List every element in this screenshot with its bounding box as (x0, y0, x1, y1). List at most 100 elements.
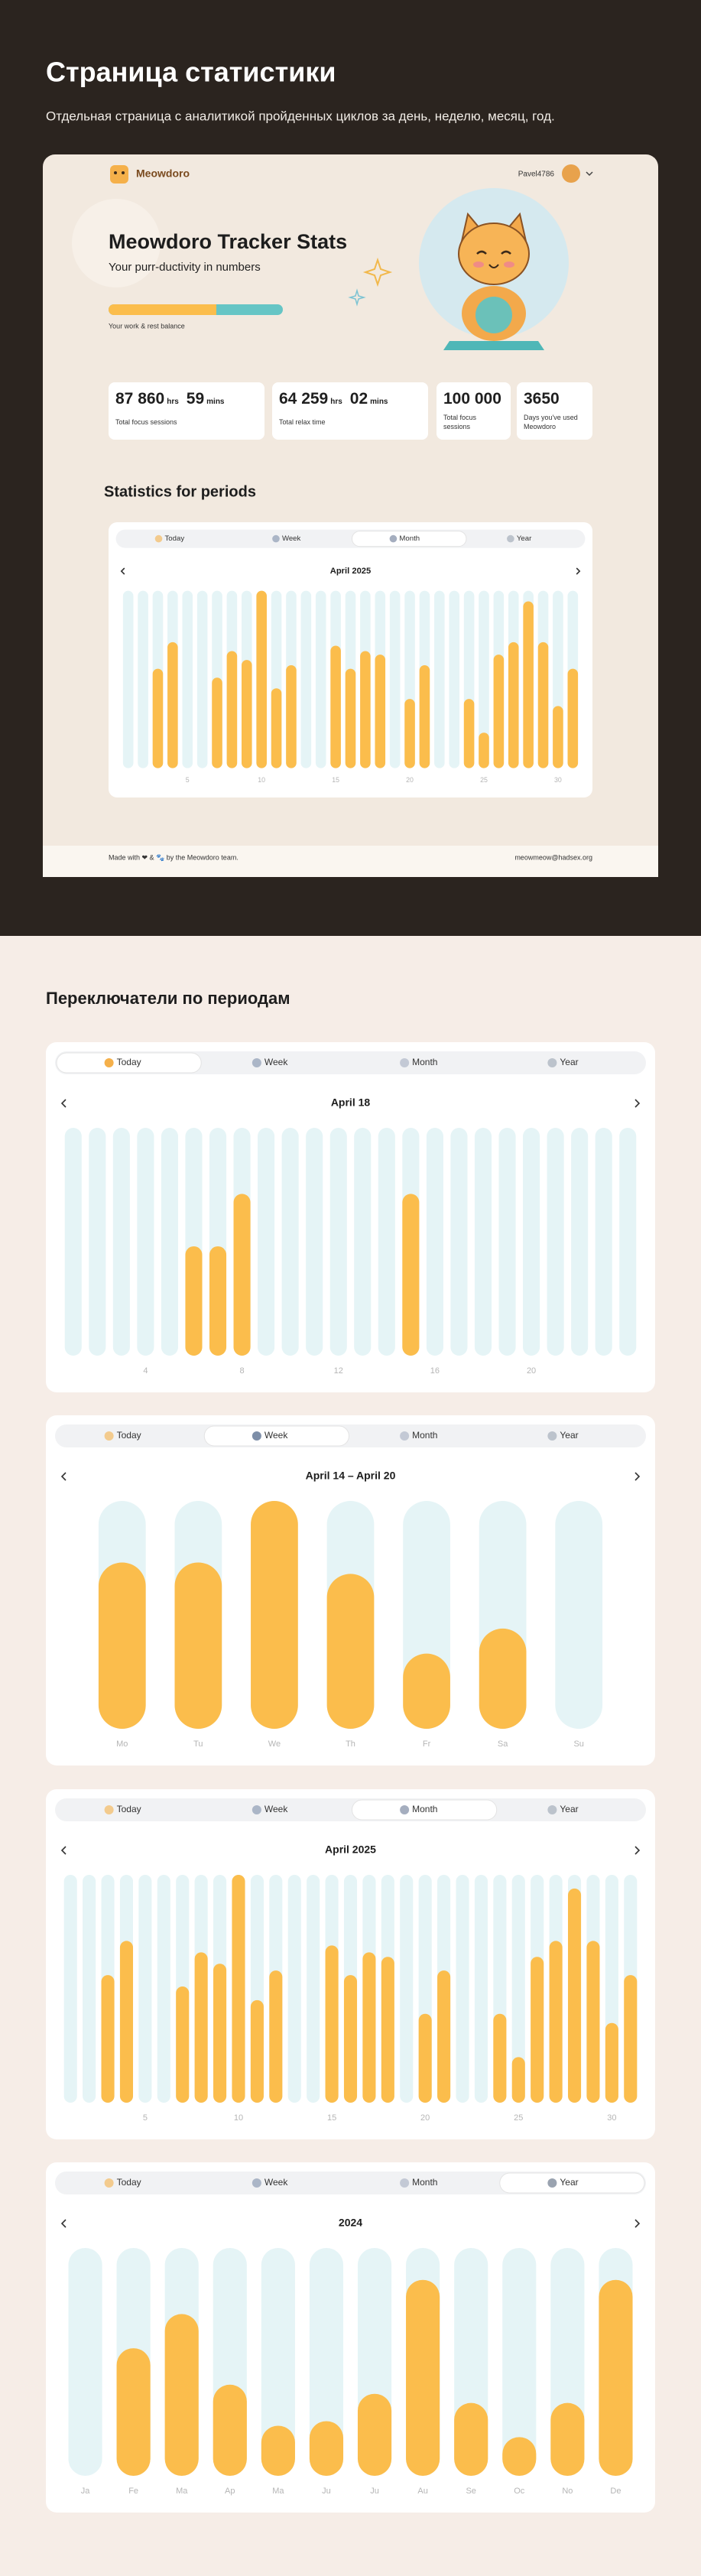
x-tick-label: Ma (272, 2487, 284, 2496)
bar (209, 1246, 227, 1356)
tab-label[interactable]: Month (412, 1057, 437, 1067)
nav-next[interactable] (634, 1099, 641, 1108)
tab-label[interactable]: Year (517, 534, 532, 543)
x-tick-label: 15 (332, 776, 339, 784)
page-title: Страница статистики (46, 57, 336, 88)
nav-next[interactable] (634, 2219, 641, 2228)
tab-label[interactable]: Week (264, 1430, 288, 1441)
footer-right[interactable]: meowmeow@hadsex.org (514, 853, 592, 861)
bar (479, 733, 489, 768)
bar-track (157, 1875, 170, 2103)
logo-text: Meowdoro (136, 167, 190, 180)
tab-active[interactable] (352, 1799, 498, 1821)
stat-unit: hrs (330, 398, 342, 406)
bar (418, 2013, 432, 2103)
bar-track (434, 590, 445, 768)
nav-next[interactable] (634, 1846, 641, 1855)
tab-label[interactable]: Today (117, 1804, 141, 1814)
tab-icon (400, 1058, 410, 1067)
nav-prev[interactable] (120, 567, 125, 575)
bar-track (281, 1128, 299, 1356)
bar-track (555, 1501, 603, 1729)
avatar[interactable] (562, 164, 580, 183)
tab-label[interactable]: Month (412, 2177, 437, 2188)
bar-track (523, 1128, 540, 1356)
bar-track (182, 590, 193, 768)
x-tick-label: We (268, 1740, 281, 1749)
tab-active[interactable] (352, 531, 467, 547)
tab-icon (389, 534, 398, 543)
bar-track (138, 1875, 152, 2103)
hero-title: Meowdoro Tracker Stats (109, 230, 347, 253)
x-tick-label: Sa (498, 1740, 508, 1749)
tab-bar (55, 1798, 646, 1821)
nav-prev[interactable] (60, 1099, 67, 1108)
stat-card: 64 259 hrs 02 mins Total relax time (272, 382, 428, 440)
bar-track (68, 2248, 102, 2476)
tab-label[interactable]: Today (117, 1057, 141, 1067)
nav-next[interactable] (634, 1472, 641, 1481)
x-tick-label: Ma (176, 2487, 188, 2496)
nav-prev[interactable] (60, 2219, 67, 2228)
cat-cheek (504, 261, 514, 268)
bar (101, 1975, 115, 2103)
bar-track (309, 2248, 344, 2476)
stat-label: Days you've used Meowdoro (524, 414, 578, 430)
nav-prev[interactable] (60, 1472, 67, 1481)
bar (309, 2421, 344, 2476)
tab-icon (104, 1805, 114, 1814)
x-tick-label: 20 (420, 2113, 430, 2123)
tab-label[interactable]: Week (264, 2177, 288, 2188)
bar (599, 2279, 633, 2476)
bar (567, 668, 579, 768)
x-tick-label: 20 (527, 1366, 536, 1376)
user-name[interactable]: Pavel4786 (518, 171, 555, 179)
nav-next[interactable] (576, 567, 581, 575)
tab-label[interactable]: Year (560, 1057, 578, 1067)
tab-label[interactable]: Month (399, 534, 420, 543)
x-tick-label: Ja (81, 2487, 91, 2496)
bar-track (354, 1128, 372, 1356)
tab-icon (547, 1805, 557, 1814)
tab-label[interactable]: Year (560, 1430, 578, 1441)
stat-label: Total relax time (279, 418, 326, 426)
balance-work (109, 304, 216, 315)
tab-label[interactable]: Week (264, 1804, 288, 1814)
bar-track (83, 1875, 96, 2103)
tab-label[interactable]: Year (560, 2177, 578, 2188)
x-tick-label: Ju (322, 2487, 331, 2496)
tab-label[interactable]: Today (117, 1430, 141, 1441)
x-tick-label: 30 (607, 2113, 616, 2123)
x-tick-label: Ju (370, 2487, 379, 2496)
bar-track (122, 590, 134, 768)
user-menu-caret[interactable] (586, 171, 593, 177)
tab-label[interactable]: Year (560, 1804, 578, 1814)
cat-eyes (476, 250, 511, 255)
bar (174, 1562, 222, 1729)
bar (345, 668, 356, 768)
x-tick-label: 15 (327, 2113, 336, 2123)
tab-active[interactable] (56, 1052, 202, 1074)
logo-eye (122, 171, 125, 174)
stat-value: 3650 (524, 390, 560, 408)
cushion (443, 341, 544, 350)
tab-label[interactable]: Today (117, 2177, 141, 2188)
nav-prev[interactable] (60, 1846, 67, 1855)
tab-icon (547, 1431, 557, 1441)
tab-label[interactable]: Month (412, 1804, 437, 1814)
stat-value: 100 000 (443, 390, 501, 408)
bar-track (426, 1128, 443, 1356)
tab-active[interactable] (499, 2172, 645, 2194)
tab-label[interactable]: Week (282, 534, 301, 543)
bar (326, 1574, 375, 1729)
tab-label[interactable]: Month (412, 1430, 437, 1441)
tab-label[interactable]: Week (264, 1057, 288, 1067)
switchers-title: Переключатели по периодам (46, 989, 290, 1008)
bar (454, 2402, 488, 2476)
bar (213, 1964, 227, 2103)
tab-label[interactable]: Today (165, 534, 185, 543)
hero-subtitle: Your purr-ductivity in numbers (109, 261, 261, 274)
tab-icon (547, 1058, 557, 1067)
x-tick-label: 10 (234, 2113, 243, 2123)
tab-active[interactable] (203, 1425, 349, 1447)
